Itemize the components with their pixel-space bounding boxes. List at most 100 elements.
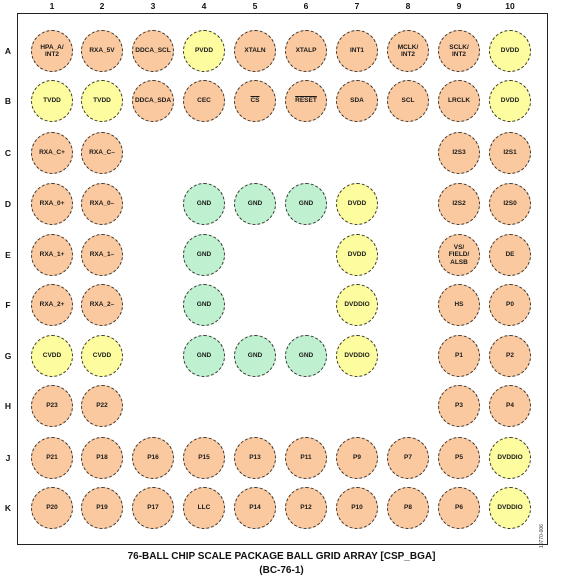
ball-label: GND	[196, 352, 212, 360]
ball-label: GND	[196, 200, 212, 208]
ball-C10: I2S1	[489, 132, 531, 174]
column-label-3: 3	[150, 1, 156, 11]
ball-label: P18	[96, 454, 108, 462]
ball-A2: RXA_5V	[81, 30, 123, 72]
ball-C2: RXA_C–	[81, 132, 123, 174]
ball-label: DE	[505, 251, 515, 259]
ball-label: XTALP	[295, 47, 317, 55]
ball-K10: DVDDIO	[489, 487, 531, 529]
ball-B3: DDCA_SDA	[132, 80, 174, 122]
ball-G6: GND	[285, 335, 327, 377]
ball-label: P10	[351, 504, 363, 512]
ball-F10: P0	[489, 284, 531, 326]
ball-F1: RXA_2+	[31, 284, 73, 326]
ball-label: RXA_1–	[89, 251, 115, 259]
ball-A3: DDCA_SCL	[132, 30, 174, 72]
ball-H10: P4	[489, 385, 531, 427]
ball-K5: P14	[234, 487, 276, 529]
row-label-A: A	[4, 46, 12, 56]
row-label-E: E	[5, 250, 11, 260]
ball-J6: P11	[285, 437, 327, 479]
ball-B1: TVDD	[31, 80, 73, 122]
ball-J5: P13	[234, 437, 276, 479]
ball-G4: GND	[183, 335, 225, 377]
ball-label: P13	[249, 454, 261, 462]
ball-label: CEC	[197, 97, 211, 105]
column-label-10: 10	[505, 1, 515, 11]
ball-J4: P15	[183, 437, 225, 479]
ball-label: CVDD	[42, 352, 62, 360]
ball-G9: P1	[438, 335, 480, 377]
ball-label: DVDD	[500, 97, 520, 105]
ball-label: P7	[404, 454, 412, 462]
ball-label: P6	[455, 504, 463, 512]
ball-B4: CEC	[183, 80, 225, 122]
ball-H2: P22	[81, 385, 123, 427]
ball-K9: P6	[438, 487, 480, 529]
ball-label: P5	[455, 454, 463, 462]
column-label-1: 1	[49, 1, 55, 11]
ball-D1: RXA_0+	[31, 183, 73, 225]
ball-G1: CVDD	[31, 335, 73, 377]
ball-K3: P17	[132, 487, 174, 529]
column-label-6: 6	[303, 1, 309, 11]
ball-D2: RXA_0–	[81, 183, 123, 225]
ball-E2: RXA_1–	[81, 234, 123, 276]
ball-label: RXA_1+	[39, 251, 65, 259]
ball-A4: PVDD	[183, 30, 225, 72]
ball-label: MCLK/ INT2	[397, 43, 419, 59]
row-label-C: C	[4, 148, 12, 158]
ball-label: P15	[198, 454, 210, 462]
ball-label: TVDD	[43, 97, 61, 105]
ball-label: PVDD	[194, 47, 214, 55]
ball-A9: SCLK/ INT2	[438, 30, 480, 72]
ball-D4: GND	[183, 183, 225, 225]
ball-J9: P5	[438, 437, 480, 479]
ball-label: RXA_C–	[89, 149, 115, 157]
ball-label: VS/ FIELD/ ALSB	[448, 243, 470, 266]
ball-label: SCL	[401, 97, 415, 105]
ball-J8: P7	[387, 437, 429, 479]
ball-label: P14	[249, 504, 261, 512]
ball-label: SDA	[350, 97, 364, 105]
ball-label: P11	[300, 454, 312, 462]
ball-C9: I2S3	[438, 132, 480, 174]
ball-K6: P12	[285, 487, 327, 529]
ball-label: P17	[147, 504, 159, 512]
ball-label: DVDDIO	[344, 301, 370, 309]
column-label-8: 8	[405, 1, 411, 11]
ball-label: GND	[298, 200, 314, 208]
ball-label: RXA_0+	[39, 200, 65, 208]
ball-label: INT1	[349, 47, 365, 55]
ball-label: XTALN	[244, 47, 266, 55]
ball-label: DVDD	[347, 200, 367, 208]
ball-B5: CS	[234, 80, 276, 122]
column-label-2: 2	[99, 1, 105, 11]
ball-label: DVDDIO	[497, 504, 523, 512]
ball-label: CS	[250, 97, 260, 105]
ball-label: P3	[455, 402, 463, 410]
ball-label: DDCA_SDA	[134, 97, 172, 105]
ball-F7: DVDDIO	[336, 284, 378, 326]
ball-D6: GND	[285, 183, 327, 225]
column-label-5: 5	[252, 1, 258, 11]
ball-label: CVDD	[92, 352, 112, 360]
ball-label: P9	[353, 454, 361, 462]
ball-J7: P9	[336, 437, 378, 479]
package-outline	[17, 13, 548, 545]
ball-G7: DVDDIO	[336, 335, 378, 377]
figure-id: 10770-006	[539, 524, 545, 548]
ball-label: P12	[300, 504, 312, 512]
ball-J3: P16	[132, 437, 174, 479]
ball-label: I2S1	[503, 149, 517, 157]
ball-F4: GND	[183, 284, 225, 326]
ball-label: LLC	[197, 504, 211, 512]
ball-B7: SDA	[336, 80, 378, 122]
row-label-G: G	[4, 351, 12, 361]
ball-label: DVDDIO	[344, 352, 370, 360]
ball-label: RXA_5V	[89, 47, 115, 55]
ball-label: DDCA_SCL	[135, 47, 171, 55]
ball-label: I2S0	[503, 200, 517, 208]
ball-J10: DVDDIO	[489, 437, 531, 479]
ball-label: DVDD	[500, 47, 520, 55]
